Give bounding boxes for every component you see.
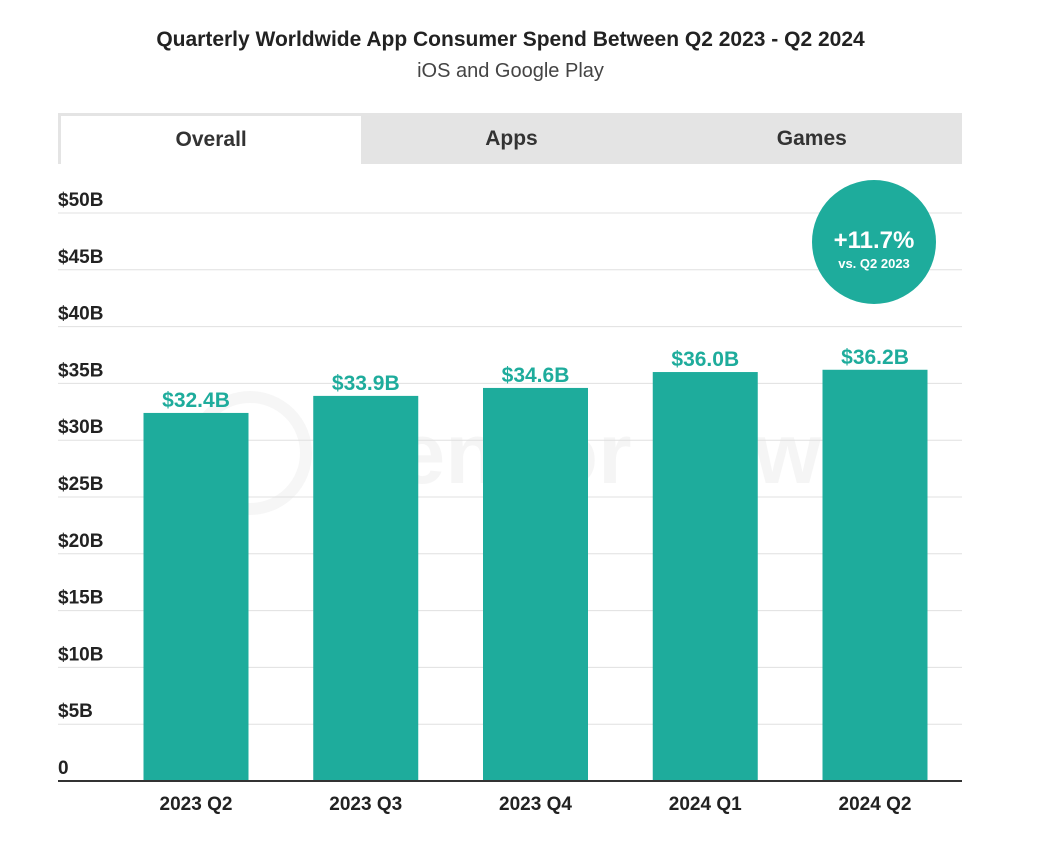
x-tick-label: 2023 Q2	[160, 794, 233, 815]
growth-badge-caption: vs. Q2 2023	[838, 256, 910, 271]
growth-badge-value: +11.7%	[834, 227, 915, 254]
tab-games[interactable]: Games	[776, 126, 847, 150]
chart-title: Quarterly Worldwide App Consumer Spend B…	[156, 28, 865, 51]
y-tick-label: $10B	[58, 644, 103, 665]
y-tick-label: $40B	[58, 304, 103, 325]
tab-bar: Overall Apps Games	[58, 113, 962, 164]
y-tick-label: $20B	[58, 531, 103, 552]
y-tick-label: $45B	[58, 247, 103, 268]
growth-badge: +11.7% vs. Q2 2023	[812, 180, 936, 304]
y-tick-label: $15B	[58, 588, 103, 609]
growth-badge-circle	[812, 180, 936, 304]
bar	[822, 369, 928, 781]
x-tick-label: 2023 Q3	[329, 794, 402, 815]
data-label: $36.0B	[671, 348, 739, 371]
y-tick-label: $50B	[58, 190, 103, 211]
watermark-text: Sensor Tower	[340, 406, 902, 502]
tab-overall[interactable]: Overall	[61, 116, 362, 164]
y-tick-label: $35B	[58, 360, 103, 381]
data-label: $32.4B	[162, 389, 230, 412]
bar	[652, 372, 758, 781]
data-label: $36.2B	[841, 346, 909, 369]
y-tick-label: $5B	[58, 701, 93, 722]
data-label: $34.6B	[502, 364, 570, 387]
y-tick-label: $30B	[58, 417, 103, 438]
bar	[143, 412, 249, 781]
tab-apps[interactable]: Apps	[485, 126, 538, 150]
y-tick-label: 0	[58, 758, 69, 779]
x-tick-label: 2024 Q1	[669, 794, 742, 815]
y-tick-label: $25B	[58, 474, 103, 495]
data-label: $33.9B	[332, 372, 400, 395]
bar	[483, 387, 588, 781]
chart-subtitle: iOS and Google Play	[417, 60, 604, 82]
x-tick-label: 2024 Q2	[839, 794, 912, 815]
bar	[313, 395, 419, 781]
x-tick-label: 2023 Q4	[499, 794, 572, 815]
bar-chart: Sensor Tower 0 $5B $10B $15B $20B $25B $30B $35…	[58, 180, 962, 815]
